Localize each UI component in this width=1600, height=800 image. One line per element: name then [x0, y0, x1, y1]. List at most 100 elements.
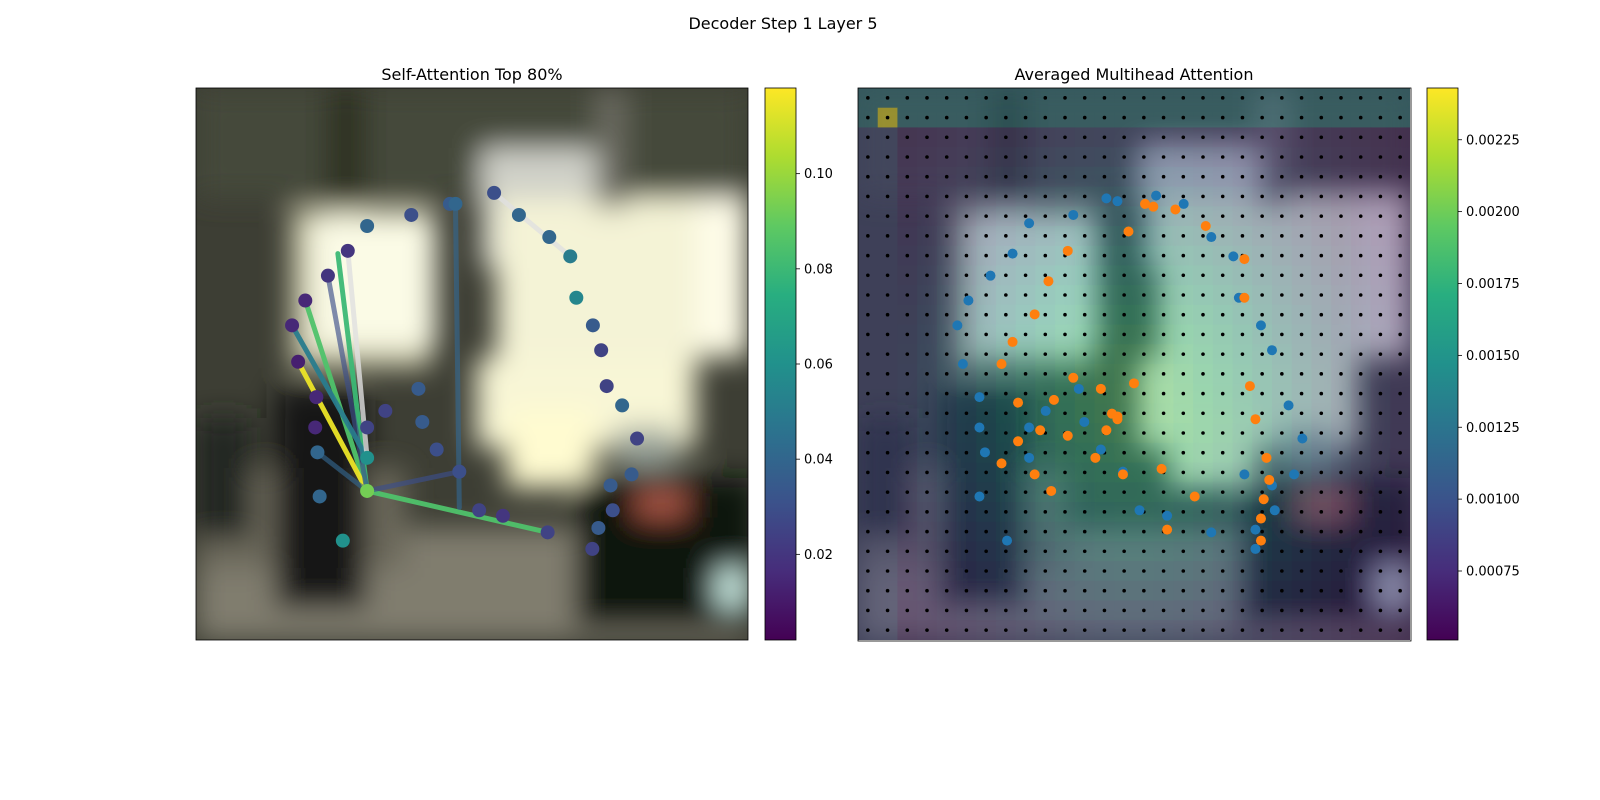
grid-point [944, 234, 949, 238]
grid-point [1102, 174, 1107, 179]
grid-point [925, 510, 929, 514]
grid-point [1319, 391, 1324, 396]
grid-point [1378, 569, 1383, 573]
grid-point [1004, 352, 1008, 356]
grid-point [1102, 628, 1107, 632]
grid-point [1299, 628, 1304, 632]
grid-point [1122, 411, 1126, 416]
grid-point [925, 431, 929, 435]
grid-point [944, 431, 949, 435]
grid-point [984, 372, 988, 376]
grid-point [1240, 510, 1245, 514]
colorbar-tick-label: 0.02 [804, 548, 833, 563]
grid-point [1043, 273, 1048, 278]
grid-point [1102, 293, 1107, 297]
grid-point [1260, 253, 1264, 258]
grid-point [1201, 450, 1205, 455]
grid-point [964, 352, 969, 356]
grid-point [944, 569, 949, 573]
grid-point [866, 549, 870, 554]
grid-point [1102, 253, 1107, 258]
grid-point [1378, 332, 1383, 337]
grid-point [944, 253, 949, 258]
keypoint [378, 403, 393, 418]
blue-keypoint [1250, 524, 1261, 535]
grid-point [1299, 372, 1304, 376]
grid-point [1339, 155, 1343, 159]
grid-point [866, 450, 870, 455]
grid-point [885, 411, 890, 416]
grid-point [964, 529, 969, 534]
grid-point [1122, 352, 1126, 356]
grid-point [1280, 155, 1284, 159]
grid-point [1102, 529, 1107, 534]
grid-point [964, 391, 969, 396]
grid-point [944, 312, 949, 317]
grid-point [1240, 529, 1245, 534]
grid-point [1319, 135, 1324, 140]
grid-point [1280, 273, 1284, 278]
grid-point [1082, 312, 1087, 317]
grid-point [1378, 510, 1383, 514]
grid-point [905, 588, 910, 593]
grid-point [1102, 411, 1107, 416]
grid-point [1201, 155, 1205, 159]
grid-point [1004, 174, 1008, 179]
grid-point [1240, 411, 1245, 416]
grid-point [885, 253, 890, 258]
orange-keypoint [996, 359, 1007, 369]
grid-point [964, 510, 969, 514]
orange-keypoint [1029, 309, 1040, 320]
keypoint [472, 503, 487, 518]
keypoint [360, 450, 375, 465]
grid-point [1043, 529, 1048, 534]
grid-point [1102, 372, 1107, 376]
keypoint [585, 541, 600, 556]
orange-keypoint [1062, 245, 1073, 256]
grid-point [866, 608, 870, 613]
grid-point [1181, 431, 1186, 435]
grid-point [1260, 96, 1264, 100]
orange-keypoint [1255, 513, 1266, 524]
grid-point [1319, 628, 1324, 632]
blue-keypoint [1101, 193, 1112, 204]
grid-point [1004, 214, 1008, 218]
grid-point [1398, 490, 1402, 494]
grid-point [1161, 372, 1166, 376]
grid-point [1260, 234, 1264, 238]
grid-point [1082, 490, 1087, 494]
grid-point [1240, 214, 1245, 218]
keypoint [605, 503, 620, 518]
grid-point [1240, 234, 1245, 238]
grid-point [984, 628, 988, 632]
grid-point [964, 96, 969, 100]
grid-point [885, 510, 890, 514]
grid-point [1260, 569, 1264, 573]
grid-point [866, 214, 870, 218]
grid-point [1201, 293, 1205, 297]
grid-point [866, 135, 870, 140]
grid-point [1220, 214, 1225, 218]
grid-point [1161, 588, 1166, 593]
grid-point [1102, 234, 1107, 238]
grid-point [1161, 174, 1166, 179]
grid-point [1260, 273, 1264, 278]
grid-point [885, 569, 890, 573]
grid-point [1398, 312, 1402, 317]
grid-point [905, 628, 910, 632]
grid-point [984, 490, 988, 494]
grid-point [1023, 569, 1028, 573]
grid-point [1240, 450, 1245, 455]
grid-point [1378, 293, 1383, 297]
grid-point [1358, 490, 1363, 494]
colorbar-tick-label: 0.00125 [1466, 421, 1520, 436]
grid-point [1201, 431, 1205, 435]
grid-point [1299, 510, 1304, 514]
grid-point [1378, 352, 1383, 356]
grid-point [984, 391, 988, 396]
grid-point [885, 470, 890, 475]
grid-point [1142, 214, 1146, 218]
grid-point [1319, 470, 1324, 475]
grid-point [1280, 510, 1284, 514]
grid-point [1023, 628, 1028, 632]
